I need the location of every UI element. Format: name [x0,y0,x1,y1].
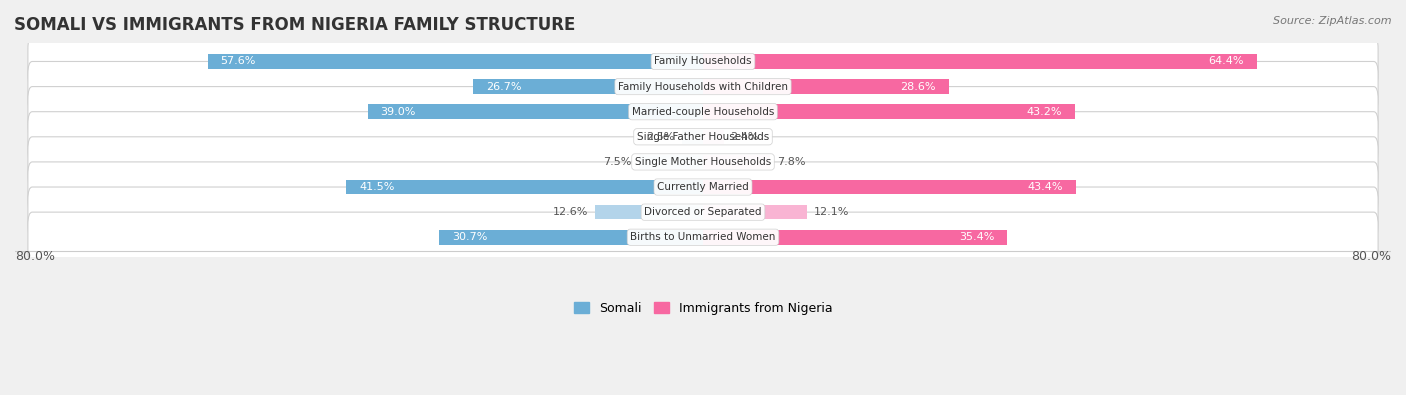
Text: 30.7%: 30.7% [451,232,488,242]
FancyBboxPatch shape [28,187,1378,237]
FancyBboxPatch shape [28,36,1378,87]
Text: 28.6%: 28.6% [901,82,936,92]
Legend: Somali, Immigrants from Nigeria: Somali, Immigrants from Nigeria [568,297,838,320]
FancyBboxPatch shape [28,112,1378,162]
Bar [703,154,770,169]
Text: 39.0%: 39.0% [381,107,416,117]
Bar [439,230,703,245]
Bar [474,79,703,94]
Bar [595,205,703,219]
Bar [638,154,703,169]
Text: 43.4%: 43.4% [1028,182,1063,192]
Text: 41.5%: 41.5% [359,182,394,192]
Text: Divorced or Separated: Divorced or Separated [644,207,762,217]
Text: 2.5%: 2.5% [647,132,675,142]
Bar [346,180,703,194]
FancyBboxPatch shape [28,62,1378,112]
Text: 57.6%: 57.6% [221,56,256,66]
Text: Source: ZipAtlas.com: Source: ZipAtlas.com [1274,16,1392,26]
Text: Family Households: Family Households [654,56,752,66]
Text: Currently Married: Currently Married [657,182,749,192]
Bar [703,130,724,144]
FancyBboxPatch shape [28,162,1378,212]
Bar [208,54,703,69]
Text: 35.4%: 35.4% [959,232,994,242]
Text: 80.0%: 80.0% [1351,250,1391,263]
Text: 7.8%: 7.8% [778,157,806,167]
Text: 43.2%: 43.2% [1026,107,1062,117]
Text: 12.1%: 12.1% [814,207,849,217]
Text: Family Households with Children: Family Households with Children [619,82,787,92]
FancyBboxPatch shape [28,212,1378,262]
Bar [703,230,1008,245]
Text: Single Mother Households: Single Mother Households [636,157,770,167]
Text: 7.5%: 7.5% [603,157,631,167]
Text: SOMALI VS IMMIGRANTS FROM NIGERIA FAMILY STRUCTURE: SOMALI VS IMMIGRANTS FROM NIGERIA FAMILY… [14,16,575,34]
Text: Births to Unmarried Women: Births to Unmarried Women [630,232,776,242]
Bar [703,104,1074,119]
Bar [703,205,807,219]
Text: 12.6%: 12.6% [553,207,588,217]
FancyBboxPatch shape [28,87,1378,137]
Bar [367,104,703,119]
FancyBboxPatch shape [28,137,1378,187]
Text: 80.0%: 80.0% [15,250,55,263]
Text: Single Father Households: Single Father Households [637,132,769,142]
Bar [703,54,1257,69]
Bar [703,180,1076,194]
Bar [703,79,949,94]
Text: 64.4%: 64.4% [1208,56,1244,66]
Bar [682,130,703,144]
Text: 26.7%: 26.7% [486,82,522,92]
Text: 2.4%: 2.4% [731,132,759,142]
Text: Married-couple Households: Married-couple Households [631,107,775,117]
